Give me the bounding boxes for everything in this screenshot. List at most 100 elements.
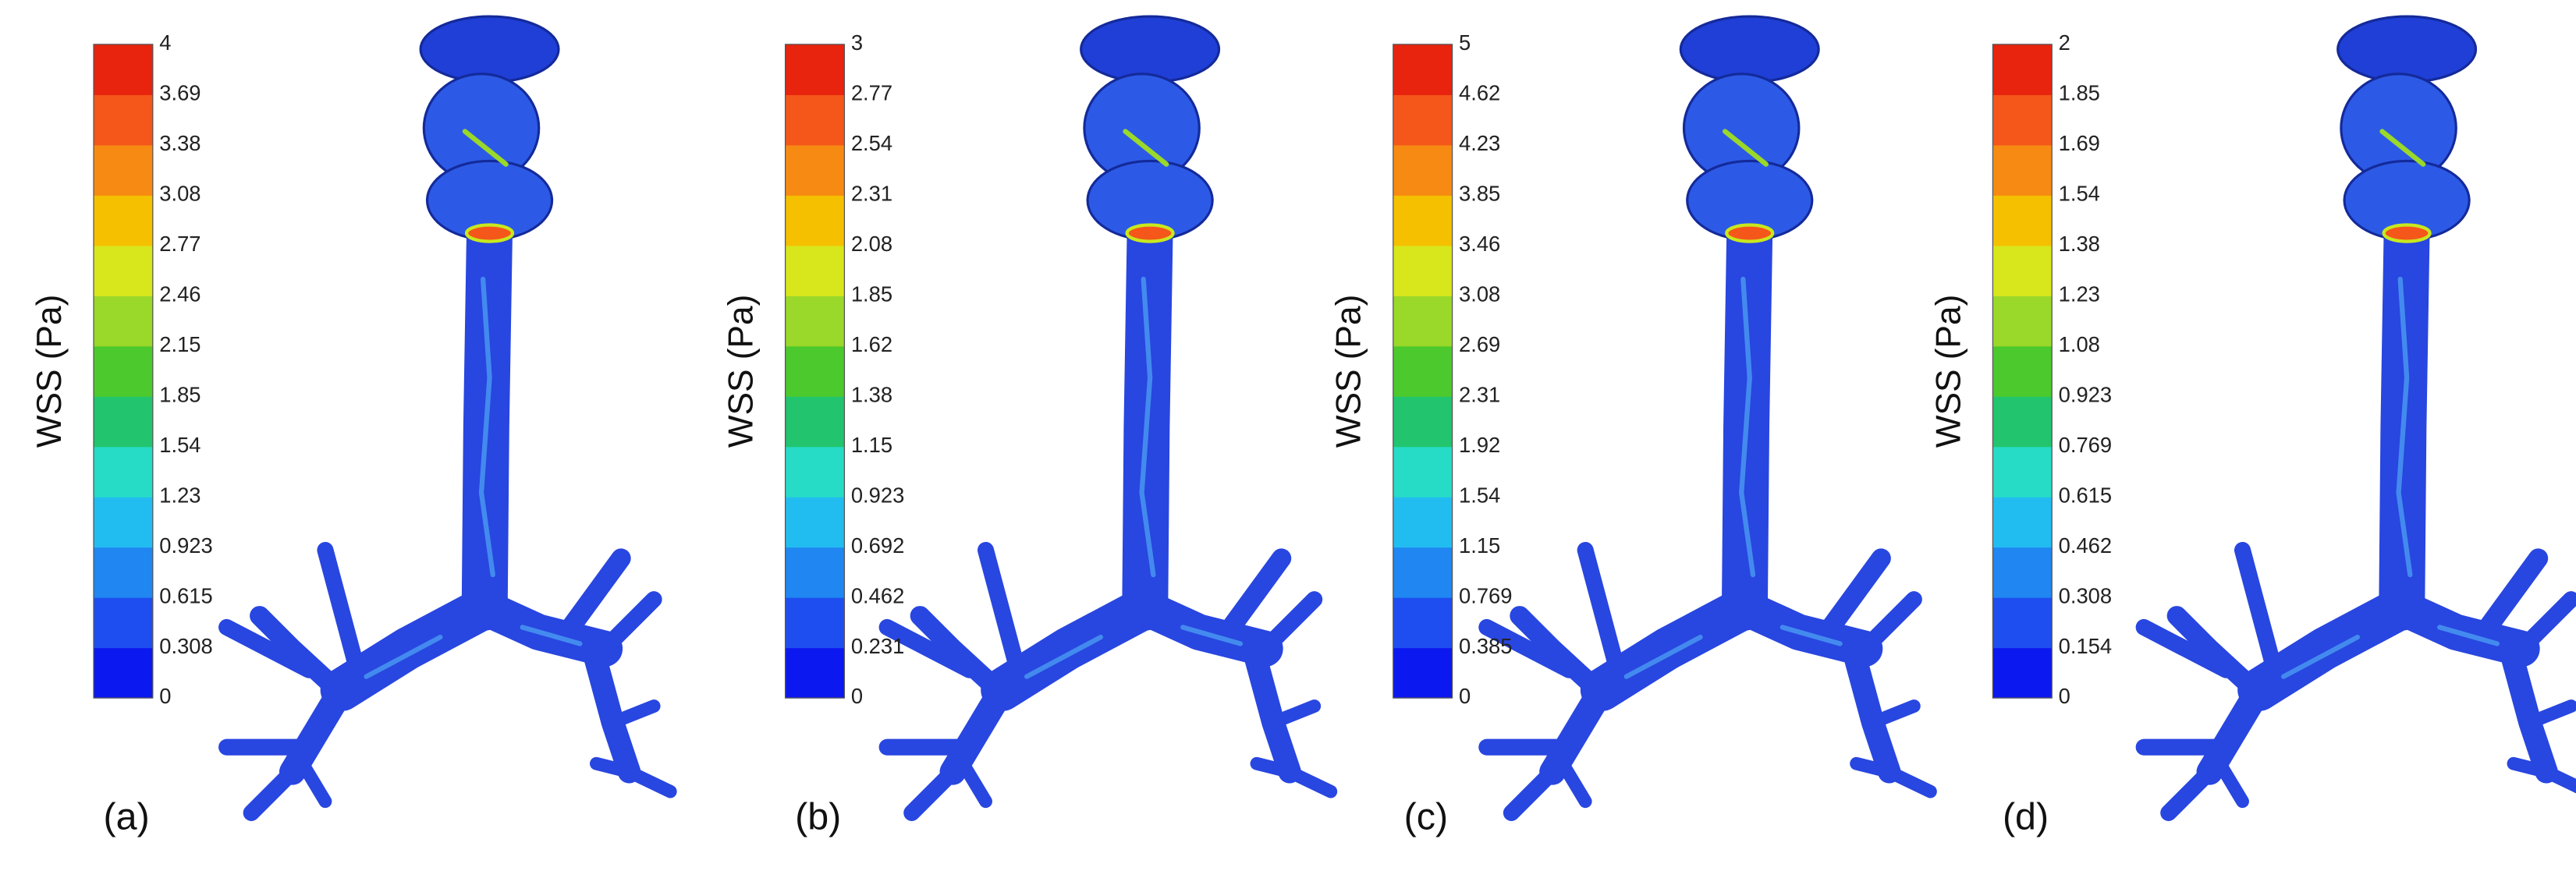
colorbar-tick-label: 2.69: [1459, 332, 1500, 356]
colorbar-band: [785, 245, 845, 296]
colorbar-tick-label: 0.769: [2059, 433, 2112, 457]
colorbar-band: [94, 44, 153, 95]
colorbar-tick-label: 0.769: [1459, 583, 1512, 607]
airway: [887, 16, 1331, 813]
colorbar-label: WSS (Pa): [1929, 295, 1967, 448]
colorbar-band: [785, 144, 845, 196]
colorbar-tick-label: 3.69: [159, 81, 200, 105]
colorbar-band: [1393, 597, 1453, 649]
colorbar-tick-label: 0.615: [159, 583, 212, 607]
colorbar-band: [1992, 296, 2053, 347]
colorbar-band: [1992, 94, 2053, 146]
colorbar-band: [785, 446, 845, 497]
colorbar-band: [1393, 144, 1453, 196]
colorbar-tick-label: 0.462: [851, 583, 904, 607]
colorbar-band: [785, 647, 845, 699]
colorbar-band: [785, 345, 845, 397]
colorbar-tick-label: 0.308: [159, 634, 212, 658]
colorbar-band: [94, 345, 153, 397]
colorbar-band: [1992, 547, 2053, 598]
colorbar-band: [1393, 547, 1453, 598]
colorbar-band: [94, 446, 153, 497]
colorbar-tick-label: 1.54: [1459, 483, 1500, 507]
colorbar-band: [785, 597, 845, 649]
colorbar-tick-label: 2: [2059, 30, 2070, 55]
panel-label: (c): [1404, 795, 1448, 837]
colorbar-tick-label: 2.15: [159, 332, 200, 356]
colorbar-tick-label: 1.15: [1459, 533, 1500, 558]
colorbar-tick-label: 1.15: [851, 433, 892, 457]
colorbar-tick-label: 0.154: [2059, 634, 2112, 658]
colorbar-tick-label: 4.62: [1459, 81, 1500, 105]
colorbar-band: [785, 296, 845, 347]
colorbar-tick-label: 1.85: [159, 382, 200, 406]
colorbar-band: [785, 195, 845, 246]
colorbar-band: [1393, 195, 1453, 246]
panel-label: (d): [2003, 795, 2049, 837]
colorbar-tick-label: 5: [1459, 30, 1471, 55]
colorbar-tick-label: 2.08: [851, 232, 892, 256]
colorbar-band: [94, 396, 153, 448]
colorbar-band: [1393, 345, 1453, 397]
colorbar-tick-label: 2.77: [851, 81, 892, 105]
colorbar-tick-label: 3.08: [159, 182, 200, 206]
colorbar-tick-label: 0.923: [851, 483, 904, 507]
airway: [2144, 16, 2576, 813]
colorbar-band: [94, 547, 153, 598]
colorbar-tick-label: 1.69: [2059, 131, 2100, 155]
colorbar-tick-label: 1.38: [851, 382, 892, 406]
colorbar-band: [1393, 497, 1453, 548]
colorbar-band: [1992, 345, 2053, 397]
colorbar-band: [1992, 144, 2053, 196]
panel-label: (a): [104, 795, 150, 837]
colorbar-tick-label: 0: [851, 684, 863, 708]
colorbar-band: [1992, 44, 2053, 95]
colorbar-band: [785, 497, 845, 548]
colorbar-tick-label: 0: [1459, 684, 1471, 708]
colorbar-tick-label: 3: [851, 30, 863, 55]
colorbar-tick-label: 1.23: [159, 483, 200, 507]
colorbar-band: [1992, 245, 2053, 296]
colorbar-band: [785, 44, 845, 95]
colorbar-frame: [93, 44, 154, 699]
colorbar-tick-label: 3.08: [1459, 281, 1500, 306]
colorbar-frame: [1393, 44, 1453, 699]
colorbar-tick-label: 3.46: [1459, 232, 1500, 256]
colorbar-band: [1393, 44, 1453, 95]
colorbar-band: [785, 94, 845, 146]
colorbar-band: [94, 195, 153, 246]
colorbar-band: [1393, 296, 1453, 347]
colorbar-tick-label: 0.615: [2059, 483, 2112, 507]
colorbar-band: [785, 396, 845, 448]
colorbar-band: [1393, 245, 1453, 296]
colorbar-label: WSS (Pa): [1330, 295, 1368, 448]
colorbar-label: WSS (Pa): [30, 295, 69, 448]
colorbar-tick-label: 1.38: [2059, 232, 2100, 256]
colorbar-label: WSS (Pa): [722, 295, 760, 448]
colorbar-band: [94, 597, 153, 649]
colorbar-tick-label: 2.77: [159, 232, 200, 256]
colorbar-tick-label: 4: [159, 30, 171, 55]
colorbar-band: [1992, 195, 2053, 246]
colorbar-tick-label: 3.38: [159, 131, 200, 155]
airway: [227, 16, 671, 813]
colorbar-tick-label: 1.23: [2059, 281, 2100, 306]
colorbar-band: [94, 647, 153, 699]
colorbar-tick-label: 2.31: [851, 182, 892, 206]
colorbar-tick-label: 4.23: [1459, 131, 1500, 155]
colorbar-tick-label: 0: [2059, 684, 2070, 708]
colorbar-band: [94, 245, 153, 296]
colorbar-band: [1393, 647, 1453, 699]
colorbar-tick-label: 0.923: [159, 533, 212, 558]
colorbar-tick-label: 2.46: [159, 281, 200, 306]
colorbar-band: [94, 94, 153, 146]
colorbar-tick-label: 2.31: [1459, 382, 1500, 406]
colorbar-band: [1393, 94, 1453, 146]
colorbar-band: [785, 547, 845, 598]
colorbar-tick-label: 0.692: [851, 533, 904, 558]
colorbar-tick-label: 0.231: [851, 634, 904, 658]
colorbar-tick-label: 1.62: [851, 332, 892, 356]
colorbar-band: [94, 296, 153, 347]
